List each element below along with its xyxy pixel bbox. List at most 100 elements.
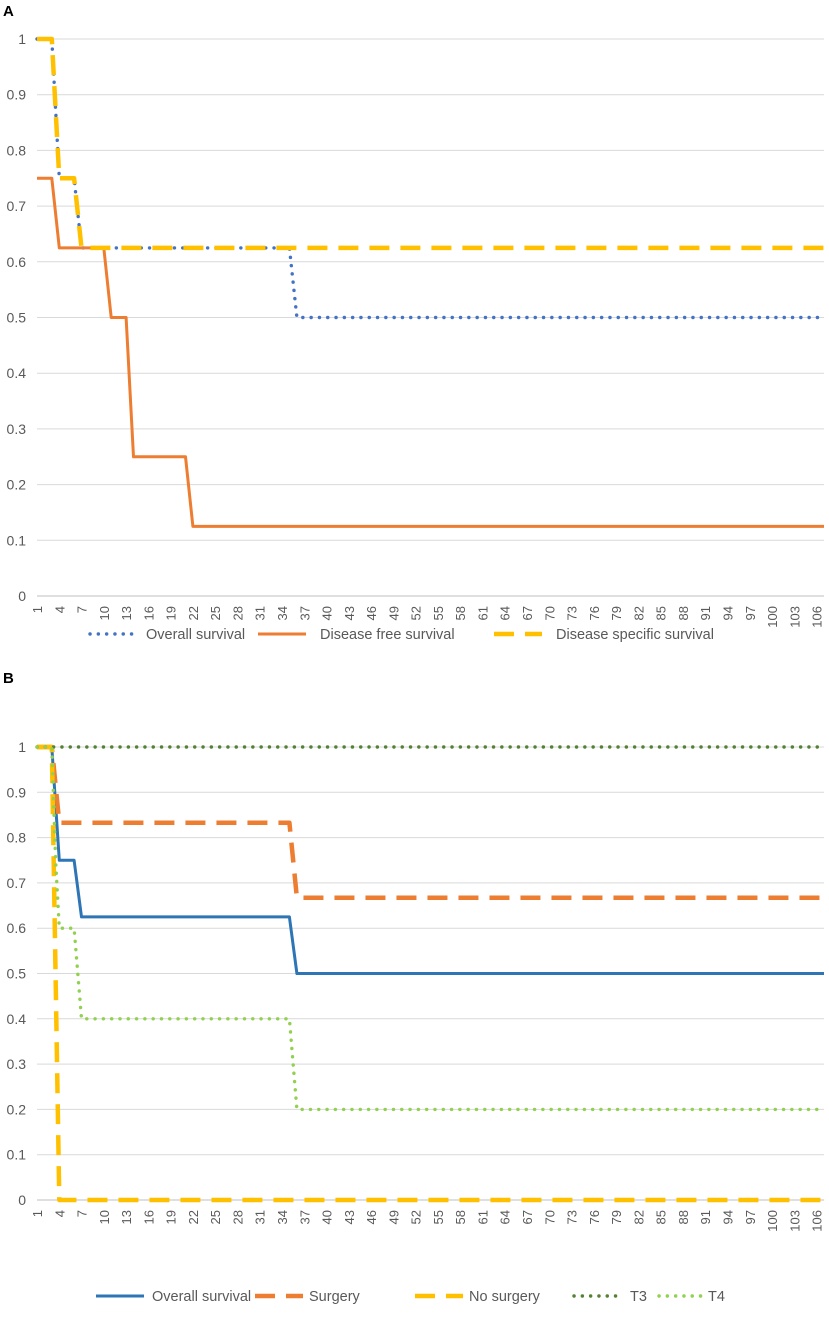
chart-a-x-tick-label: 7	[75, 606, 90, 613]
chart-a-x-tick-label: 73	[565, 606, 580, 620]
chart-a-series-overall-survival	[35, 37, 826, 320]
chart-a-x-tick-label: 49	[386, 606, 401, 620]
chart-a-y-tick-label: 0.7	[7, 198, 27, 214]
chart-b-x-tick-label: 91	[698, 1210, 713, 1224]
chart-b-x-tick-label: 25	[208, 1210, 223, 1224]
chart-b-legend-label-t3: T3	[630, 1289, 647, 1305]
chart-a-x-tick-label: 85	[654, 606, 669, 620]
chart-a-y-tick-label: 0	[18, 588, 26, 604]
chart-a-x-tick-label: 100	[765, 606, 780, 628]
chart-b-x-tick-label: 82	[631, 1210, 646, 1224]
chart-b-x-tick-label: 88	[676, 1210, 691, 1224]
chart-a-x-tick-label: 82	[631, 606, 646, 620]
chart-a-y-tick-label: 0.5	[7, 310, 27, 326]
chart-a-x-tick-label: 79	[609, 606, 624, 620]
chart-a-y-tick-label: 0.3	[7, 421, 27, 437]
chart-b-legend-label-surgery: Surgery	[309, 1289, 361, 1305]
chart-b-series-surgery	[37, 744, 824, 901]
chart-b-y-tick-label: 1	[18, 739, 26, 755]
chart-a-y-tick-label: 0.1	[7, 532, 27, 548]
chart-a-x-tick-label: 97	[743, 606, 758, 620]
chart-b-x-tick-label: 7	[75, 1210, 90, 1217]
chart-b-legend-label-overall-survival: Overall survival	[152, 1289, 251, 1305]
chart-a-y-tick-label: 0.8	[7, 142, 27, 158]
chart-a: 00.10.20.30.40.50.60.70.80.911 4 7 10 13 16 19…	[7, 31, 826, 643]
chart-a-x-tick-label: 46	[364, 606, 379, 620]
chart-b-legend-label-no-surgery: No surgery	[469, 1289, 541, 1305]
chart-a-x-tick-label: 67	[520, 606, 535, 620]
chart-b-x-tick-label: 100	[765, 1210, 780, 1232]
chart-a-x-tick-label: 22	[186, 606, 201, 620]
chart-b-x-tick-label: 22	[186, 1210, 201, 1224]
chart-b-x-tick-label: 52	[409, 1210, 424, 1224]
chart-b-y-tick-label: 0.3	[7, 1056, 27, 1072]
chart-a-series-disease-specific-survival	[37, 36, 824, 251]
chart-b-x-tick-label: 58	[453, 1210, 468, 1224]
chart-a-x-tick-label: 55	[431, 606, 446, 620]
chart-a-x-tick-label: 58	[453, 606, 468, 620]
chart-b-x-tick-label: 28	[230, 1210, 245, 1224]
chart-a-x-tick-label: 94	[720, 606, 735, 620]
chart-a-legend-label-disease-free-survival: Disease free survival	[320, 627, 455, 643]
chart-b-y-tick-label: 0.7	[7, 875, 27, 891]
chart-b-x-tick-label: 106	[810, 1210, 825, 1232]
chart-b-x-tick-label: 70	[542, 1210, 557, 1224]
chart-a-x-tick-label: 25	[208, 606, 223, 620]
chart-b-x-tick-label: 85	[654, 1210, 669, 1224]
chart-a-x-tick-label: 28	[230, 606, 245, 620]
chart-a-x-tick-label: 19	[164, 606, 179, 620]
chart-a-x-tick-label: 88	[676, 606, 691, 620]
chart-a-x-tick-label: 34	[275, 606, 290, 620]
chart-a-x-tick-label: 70	[542, 606, 557, 620]
chart-b-y-tick-label: 0.5	[7, 966, 27, 982]
chart-b-x-tick-label: 49	[386, 1210, 401, 1224]
chart-b-y-tick-label: 0.8	[7, 830, 27, 846]
chart-b-x-tick-label: 76	[587, 1210, 602, 1224]
chart-a-x-tick-label: 91	[698, 606, 713, 620]
chart-a-x-tick-label: 64	[498, 606, 513, 620]
chart-a-x-tick-label: 103	[787, 606, 802, 628]
chart-b-x-tick-label: 94	[720, 1210, 735, 1224]
chart-b-x-tick-label: 10	[97, 1210, 112, 1224]
chart-b-x-tick-label: 43	[342, 1210, 357, 1224]
chart-b: 00.10.20.30.40.50.60.70.80.911 4 7 10 13 16 19…	[7, 739, 826, 1305]
chart-a-y-tick-label: 0.9	[7, 87, 27, 103]
chart-b-x-tick-label: 79	[609, 1210, 624, 1224]
chart-a-x-tick-label: 76	[587, 606, 602, 620]
chart-a-x-tick-label: 4	[52, 606, 67, 613]
chart-b-series-overall-survival	[37, 745, 824, 975]
chart-b-x-tick-label: 61	[475, 1210, 490, 1224]
chart-a-legend-label-overall-survival: Overall survival	[146, 627, 245, 643]
chart-b-x-tick-label: 16	[141, 1210, 156, 1224]
chart-b-x-tick-label: 1	[30, 1210, 45, 1217]
chart-b-y-tick-label: 0.1	[7, 1147, 27, 1163]
chart-b-x-tick-label: 37	[297, 1210, 312, 1224]
chart-b-y-tick-label: 0	[18, 1192, 26, 1208]
chart-a-legend-label-disease-specific-survival: Disease specific survival	[556, 627, 714, 643]
chart-b-x-tick-label: 13	[119, 1210, 134, 1224]
panel-a-label: A	[3, 3, 14, 20]
chart-a-y-tick-label: 1	[18, 31, 26, 47]
chart-b-y-tick-label: 0.9	[7, 784, 27, 800]
chart-b-x-tick-label: 55	[431, 1210, 446, 1224]
chart-a-x-tick-label: 43	[342, 606, 357, 620]
panel-b-label: B	[3, 670, 14, 687]
chart-a-y-tick-label: 0.4	[7, 365, 27, 381]
chart-b-y-tick-label: 0.4	[7, 1011, 27, 1027]
chart-a-x-tick-label: 37	[297, 606, 312, 620]
chart-a-y-tick-label: 0.2	[7, 477, 27, 493]
chart-a-x-tick-label: 31	[253, 606, 268, 620]
chart-a-x-tick-label: 1	[30, 606, 45, 613]
chart-a-x-tick-label: 52	[409, 606, 424, 620]
chart-b-y-tick-label: 0.2	[7, 1101, 27, 1117]
chart-b-x-tick-label: 4	[52, 1210, 67, 1217]
chart-b-x-tick-label: 31	[253, 1210, 268, 1224]
chart-a-x-tick-label: 13	[119, 606, 134, 620]
chart-b-x-tick-label: 46	[364, 1210, 379, 1224]
chart-a-y-tick-label: 0.6	[7, 254, 27, 270]
chart-a-x-tick-label: 61	[475, 606, 490, 620]
chart-b-x-tick-label: 34	[275, 1210, 290, 1224]
chart-b-x-tick-label: 67	[520, 1210, 535, 1224]
chart-b-x-tick-label: 73	[565, 1210, 580, 1224]
